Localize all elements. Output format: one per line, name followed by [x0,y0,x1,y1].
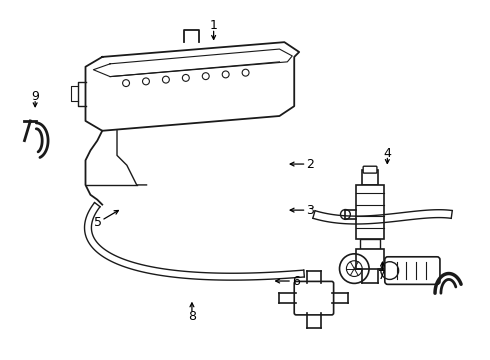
Text: 4: 4 [383,147,391,160]
FancyBboxPatch shape [360,239,380,249]
FancyBboxPatch shape [385,257,440,284]
FancyBboxPatch shape [363,166,377,173]
Text: 1: 1 [210,19,218,32]
Text: 3: 3 [306,204,314,217]
FancyBboxPatch shape [362,170,378,185]
FancyBboxPatch shape [356,185,384,239]
Text: 6: 6 [292,275,299,288]
FancyBboxPatch shape [356,249,384,269]
Text: 5: 5 [94,216,102,229]
Text: 7: 7 [378,269,387,282]
FancyBboxPatch shape [294,282,334,315]
Text: 9: 9 [31,90,39,103]
Text: 2: 2 [306,158,314,171]
Text: 8: 8 [188,310,196,323]
